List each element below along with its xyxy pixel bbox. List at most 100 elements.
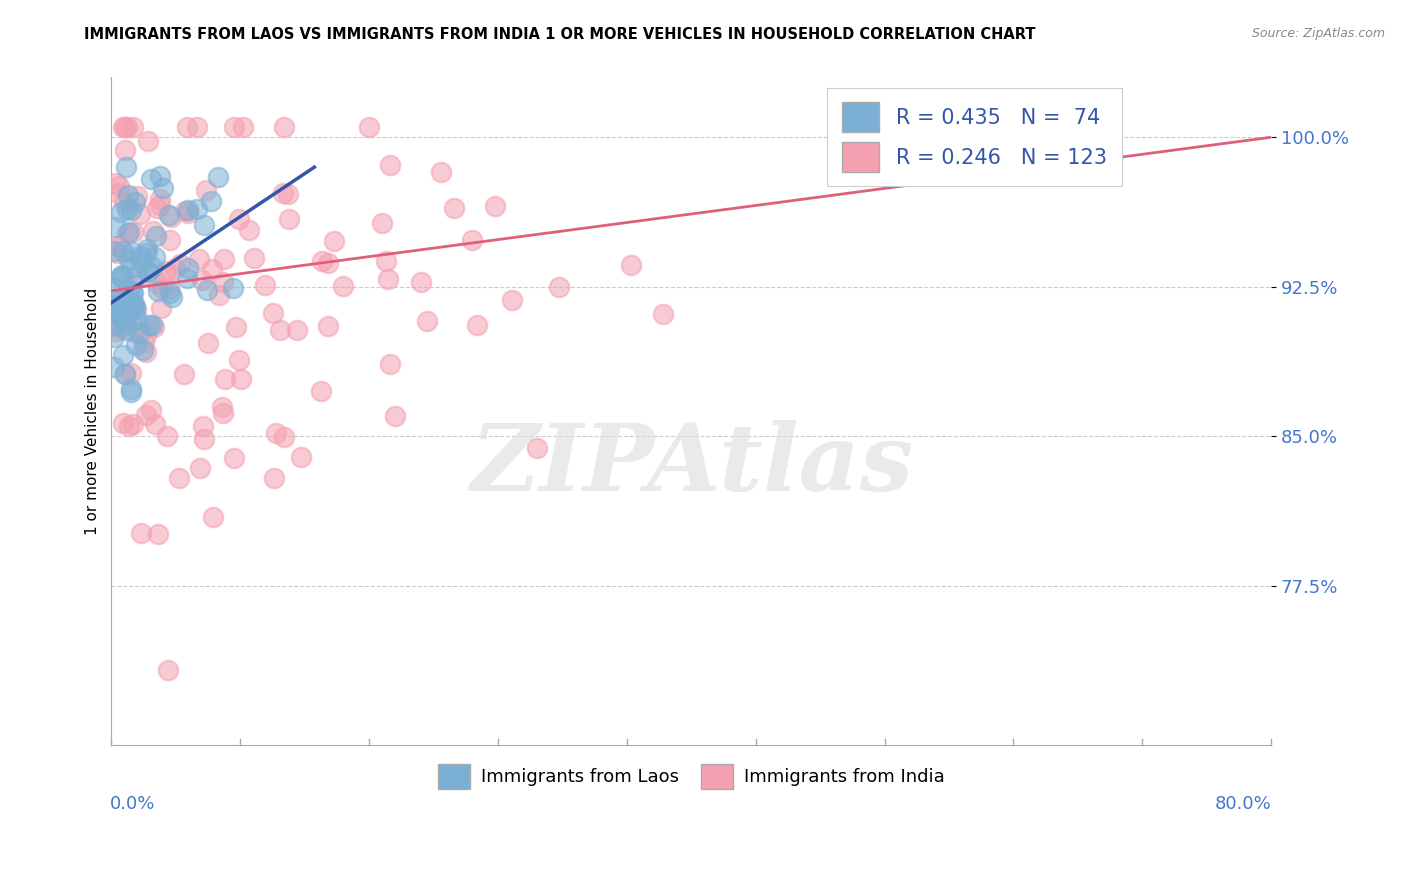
Point bbox=[269, 323, 291, 337]
Point bbox=[122, 285, 145, 300]
Point bbox=[201, 262, 224, 277]
Point bbox=[143, 417, 166, 431]
Point bbox=[222, 120, 245, 135]
Point bbox=[177, 206, 200, 220]
Point bbox=[187, 252, 209, 266]
Point bbox=[214, 372, 236, 386]
Point bbox=[122, 225, 145, 239]
Text: Source: ZipAtlas.com: Source: ZipAtlas.com bbox=[1251, 27, 1385, 40]
Point bbox=[193, 218, 215, 232]
Point bbox=[132, 334, 155, 349]
Point bbox=[129, 525, 152, 540]
Point bbox=[188, 460, 211, 475]
Point bbox=[107, 239, 129, 253]
Point bbox=[159, 211, 181, 225]
Point bbox=[108, 301, 131, 315]
Point bbox=[197, 335, 219, 350]
Point bbox=[115, 160, 138, 174]
Point bbox=[222, 451, 245, 466]
Point bbox=[121, 244, 143, 259]
Legend: Immigrants from Laos, Immigrants from India: Immigrants from Laos, Immigrants from In… bbox=[430, 756, 952, 797]
Point bbox=[263, 471, 285, 485]
Point bbox=[104, 324, 127, 338]
Point bbox=[112, 348, 135, 362]
Y-axis label: 1 or more Vehicles in Household: 1 or more Vehicles in Household bbox=[86, 288, 100, 535]
Point bbox=[120, 366, 142, 380]
Point bbox=[103, 330, 125, 344]
Point bbox=[211, 400, 233, 414]
Point bbox=[207, 288, 229, 302]
Point bbox=[174, 203, 197, 218]
Point bbox=[547, 279, 569, 293]
Point bbox=[273, 430, 295, 444]
Point bbox=[285, 323, 308, 337]
Point bbox=[194, 183, 217, 197]
Point bbox=[264, 425, 287, 440]
Point bbox=[141, 260, 163, 274]
Point bbox=[135, 242, 157, 256]
Point bbox=[112, 283, 135, 297]
Point bbox=[526, 441, 548, 455]
Point bbox=[186, 202, 208, 216]
Point bbox=[112, 244, 135, 259]
Point bbox=[173, 367, 195, 381]
Point bbox=[103, 299, 125, 313]
Point bbox=[122, 417, 145, 431]
Point bbox=[501, 293, 523, 307]
Point bbox=[104, 281, 127, 295]
Point bbox=[118, 305, 141, 319]
Point bbox=[135, 344, 157, 359]
Point bbox=[108, 301, 131, 316]
Point bbox=[159, 233, 181, 247]
Point bbox=[122, 325, 145, 339]
Point bbox=[125, 311, 148, 326]
Point bbox=[415, 314, 437, 328]
Point bbox=[176, 120, 198, 135]
Point bbox=[114, 367, 136, 381]
Point bbox=[122, 297, 145, 311]
Point bbox=[277, 211, 299, 226]
Point bbox=[620, 258, 643, 272]
Point bbox=[135, 409, 157, 423]
Point bbox=[118, 419, 141, 434]
Point bbox=[145, 228, 167, 243]
Point bbox=[429, 164, 451, 178]
Point bbox=[129, 249, 152, 263]
Point bbox=[122, 120, 145, 135]
Point bbox=[193, 433, 215, 447]
Point bbox=[229, 372, 252, 386]
Point bbox=[318, 318, 340, 333]
Point bbox=[114, 120, 136, 135]
Point bbox=[129, 252, 152, 267]
Point bbox=[120, 382, 142, 396]
Point bbox=[118, 252, 141, 267]
Point bbox=[110, 205, 132, 219]
Point bbox=[115, 227, 138, 241]
Point bbox=[107, 292, 129, 306]
Point bbox=[384, 409, 406, 423]
Point bbox=[290, 450, 312, 464]
Point bbox=[118, 225, 141, 239]
Point bbox=[160, 290, 183, 304]
Point bbox=[277, 186, 299, 201]
Point bbox=[316, 256, 339, 270]
Point bbox=[122, 298, 145, 312]
Point bbox=[159, 209, 181, 223]
Point bbox=[120, 301, 142, 316]
Point bbox=[271, 186, 294, 201]
Point bbox=[111, 268, 134, 282]
Point bbox=[443, 201, 465, 215]
Point bbox=[112, 417, 135, 431]
Point bbox=[177, 261, 200, 276]
Point bbox=[124, 194, 146, 209]
Point bbox=[105, 176, 128, 190]
Point bbox=[125, 188, 148, 202]
Point bbox=[103, 318, 125, 332]
Point bbox=[195, 284, 218, 298]
Point bbox=[371, 216, 394, 230]
Point bbox=[139, 171, 162, 186]
Point bbox=[152, 180, 174, 194]
Point bbox=[378, 358, 401, 372]
Point bbox=[124, 301, 146, 316]
Point bbox=[375, 254, 398, 268]
